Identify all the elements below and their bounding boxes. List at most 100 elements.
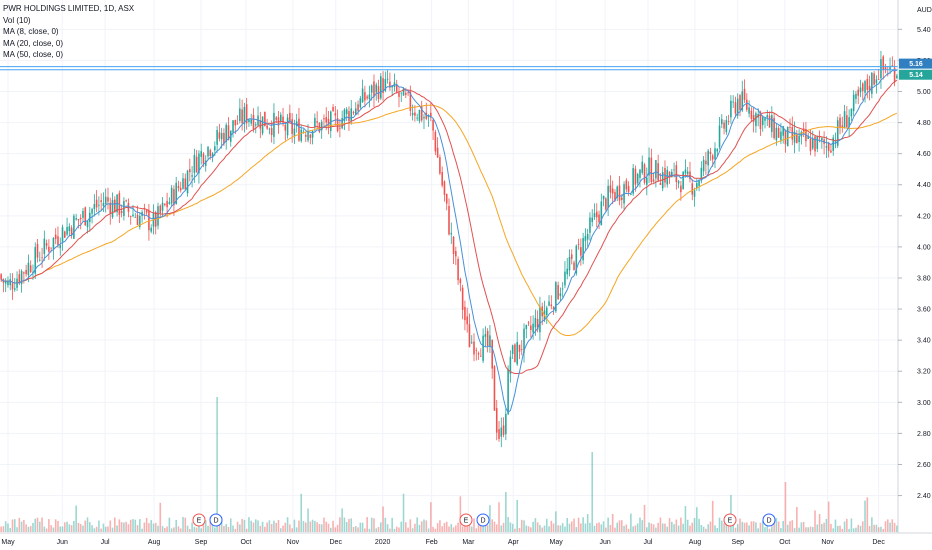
volume-bar [573, 518, 575, 532]
volume-bar [886, 519, 889, 532]
candle-body [248, 119, 250, 123]
event-marker-label: E [197, 518, 202, 525]
candle-body [880, 59, 882, 79]
volume-bar [300, 493, 303, 532]
x-axis: May Jun Jul Aug Sep Oct Nov Dec 2020 Feb Mar Apr May… [1, 539, 885, 546]
candle-body [514, 344, 516, 362]
candle-body [509, 356, 512, 374]
candle-body [232, 120, 234, 133]
volume-bar [366, 517, 368, 532]
candle-body [16, 278, 18, 288]
volume-bar [668, 518, 671, 532]
volume-bar [57, 521, 59, 532]
volume-bar [661, 523, 664, 532]
ma8-line [0, 69, 898, 413]
candle-body [434, 131, 437, 152]
candle-body [500, 427, 503, 437]
volume-bar [323, 517, 325, 532]
candle-body [718, 125, 721, 148]
volume-bar [266, 522, 268, 532]
volume-bar [861, 521, 864, 532]
volume-bar [36, 517, 39, 532]
volume-bar [570, 521, 573, 532]
y-tick-label: 5.00 [917, 89, 931, 96]
volume-bar [527, 526, 530, 532]
candle-body [311, 131, 314, 138]
event-marker [762, 513, 776, 527]
candle-body [525, 324, 528, 329]
x-tick-label: Feb [426, 539, 438, 546]
volume-bar [830, 523, 832, 532]
volume-bar [309, 521, 312, 532]
volume-bar [441, 526, 443, 532]
candle-body [470, 342, 473, 344]
candle-body [75, 218, 77, 220]
volume-bar [582, 517, 584, 532]
x-tick-label: 2020 [375, 539, 391, 546]
volume-bar [95, 526, 98, 532]
volume-bar [816, 524, 819, 532]
volume-bar [209, 517, 212, 532]
volume-bar [752, 521, 755, 532]
candle-body [77, 218, 80, 221]
candle-body [7, 281, 9, 286]
candle-body [573, 262, 575, 271]
candle-body [625, 180, 628, 190]
volume-bar [520, 519, 523, 532]
volume-bar [63, 522, 66, 532]
candle-body [186, 170, 189, 194]
legend-title: PWR HOLDINGS LIMITED, 1D, ASX [3, 4, 135, 13]
volume-bar [643, 505, 646, 532]
volume-bar [832, 528, 835, 532]
volume-bar [166, 526, 168, 532]
volume-bar [73, 520, 75, 532]
volume-bar [136, 525, 139, 532]
volume-bar [807, 527, 809, 532]
candle-body [580, 247, 582, 256]
candle-body [884, 67, 887, 70]
candle-body [743, 88, 746, 100]
volume-bar [507, 517, 509, 532]
candle-body [293, 128, 296, 136]
volume-bar [609, 524, 612, 532]
candle-body [846, 115, 848, 128]
candle-body [129, 216, 132, 217]
volume-bar [514, 528, 516, 532]
candle-body [707, 150, 709, 166]
volume-bar [536, 522, 539, 532]
volume-bar [184, 517, 187, 532]
volume-bar [827, 501, 830, 532]
candle-body [150, 227, 152, 232]
candle-body [220, 132, 223, 140]
volume-bar [711, 500, 714, 532]
candle-body [657, 163, 659, 181]
candle-body [314, 117, 316, 127]
volume-bar [170, 528, 173, 532]
volume-bar [550, 520, 553, 532]
candle-body [211, 153, 214, 158]
event-marker [192, 513, 206, 527]
volume-bar [564, 526, 566, 532]
y-axis: 5.405.205.004.804.604.404.204.003.803.60… [898, 27, 931, 500]
volume-bar [423, 519, 425, 532]
volume-bar [2, 526, 5, 532]
volume-bar [616, 522, 619, 532]
candle-body [859, 87, 862, 93]
volume-bar [218, 524, 221, 532]
candle-body [816, 135, 819, 149]
candle-body [566, 268, 569, 275]
volume-bar [775, 518, 778, 532]
candle-body [368, 94, 371, 100]
volume-bar [443, 522, 446, 532]
volume-bar [141, 528, 143, 532]
candle-body [843, 111, 846, 128]
volume-bar [66, 521, 68, 532]
candle-body [848, 117, 850, 128]
candle-body [766, 115, 769, 118]
volume-bar [768, 528, 771, 532]
candle-body [746, 99, 748, 110]
volume-bar [761, 520, 764, 532]
candle-body [134, 216, 137, 218]
volume-bar [268, 520, 271, 532]
